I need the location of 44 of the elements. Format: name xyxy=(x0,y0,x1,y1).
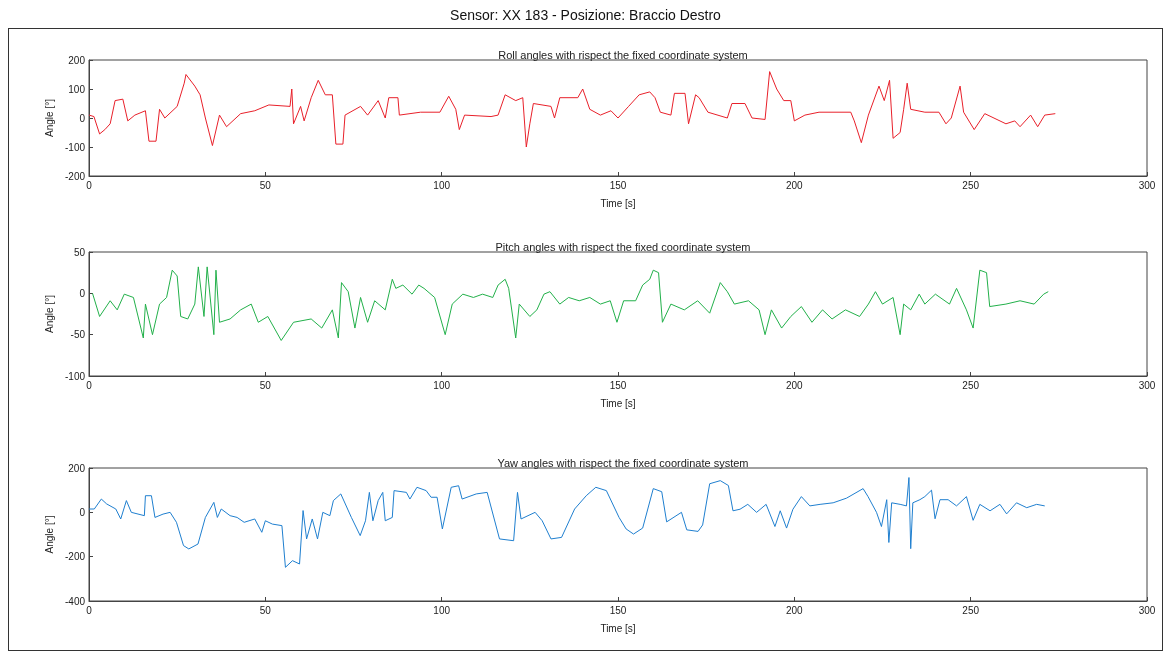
y-axis-title: Angle [°] xyxy=(43,294,55,333)
x-tick-label: 150 xyxy=(609,179,627,191)
x-axis-title: Time [s] xyxy=(600,197,636,209)
y-tick-label: 100 xyxy=(68,83,86,95)
y-axis-title: Angle [°] xyxy=(43,515,55,554)
y-tick-label: 0 xyxy=(79,506,86,518)
x-tick-label: 200 xyxy=(785,179,804,191)
y-axis-title: Angle [°] xyxy=(43,98,55,137)
y-tick-label: 0 xyxy=(79,112,86,124)
line-series xyxy=(88,477,1046,568)
x-tick-label: 250 xyxy=(962,379,980,391)
x-tick-label: 150 xyxy=(609,379,627,391)
line-series xyxy=(88,71,1056,148)
chart-title: Yaw angles with rispect the fixed coordinate system xyxy=(497,456,749,469)
y-tick-label: -100 xyxy=(64,141,86,153)
chart-title: Roll angles with rispect the fixed coordinate system xyxy=(498,48,748,61)
x-tick-label: 50 xyxy=(259,604,272,616)
x-tick-label: 150 xyxy=(609,604,627,616)
x-tick-label: 200 xyxy=(785,379,804,391)
x-tick-label: 300 xyxy=(1138,604,1156,616)
y-tick-label: 200 xyxy=(68,54,86,66)
chart-title: Pitch angles with rispect the fixed coordinate system xyxy=(495,240,751,253)
x-axis-title: Time [s] xyxy=(600,622,636,634)
y-tick-label: -200 xyxy=(64,170,86,182)
x-tick-label: 250 xyxy=(962,604,980,616)
y-tick-label: -100 xyxy=(64,370,86,382)
x-tick-label: 300 xyxy=(1138,179,1156,191)
y-tick-label: -200 xyxy=(64,551,86,563)
y-tick-label: 200 xyxy=(68,462,86,474)
line-series xyxy=(92,266,1049,341)
x-tick-label: 100 xyxy=(433,604,451,616)
x-tick-label: 200 xyxy=(785,604,804,616)
x-tick-label: 250 xyxy=(962,179,980,191)
x-tick-label: 50 xyxy=(259,179,272,191)
y-tick-label: 50 xyxy=(73,246,86,258)
y-tick-label: -50 xyxy=(70,329,86,341)
x-tick-label: 100 xyxy=(433,179,451,191)
x-axis-title: Time [s] xyxy=(600,397,636,409)
y-tick-label: -400 xyxy=(64,595,86,607)
x-tick-label: 300 xyxy=(1138,379,1156,391)
y-tick-label: 0 xyxy=(79,287,86,299)
x-tick-label: 100 xyxy=(433,379,451,391)
x-tick-label: 50 xyxy=(259,379,272,391)
text: Sensor: XX 183 - Posizione: Braccio Destro xyxy=(450,7,722,23)
